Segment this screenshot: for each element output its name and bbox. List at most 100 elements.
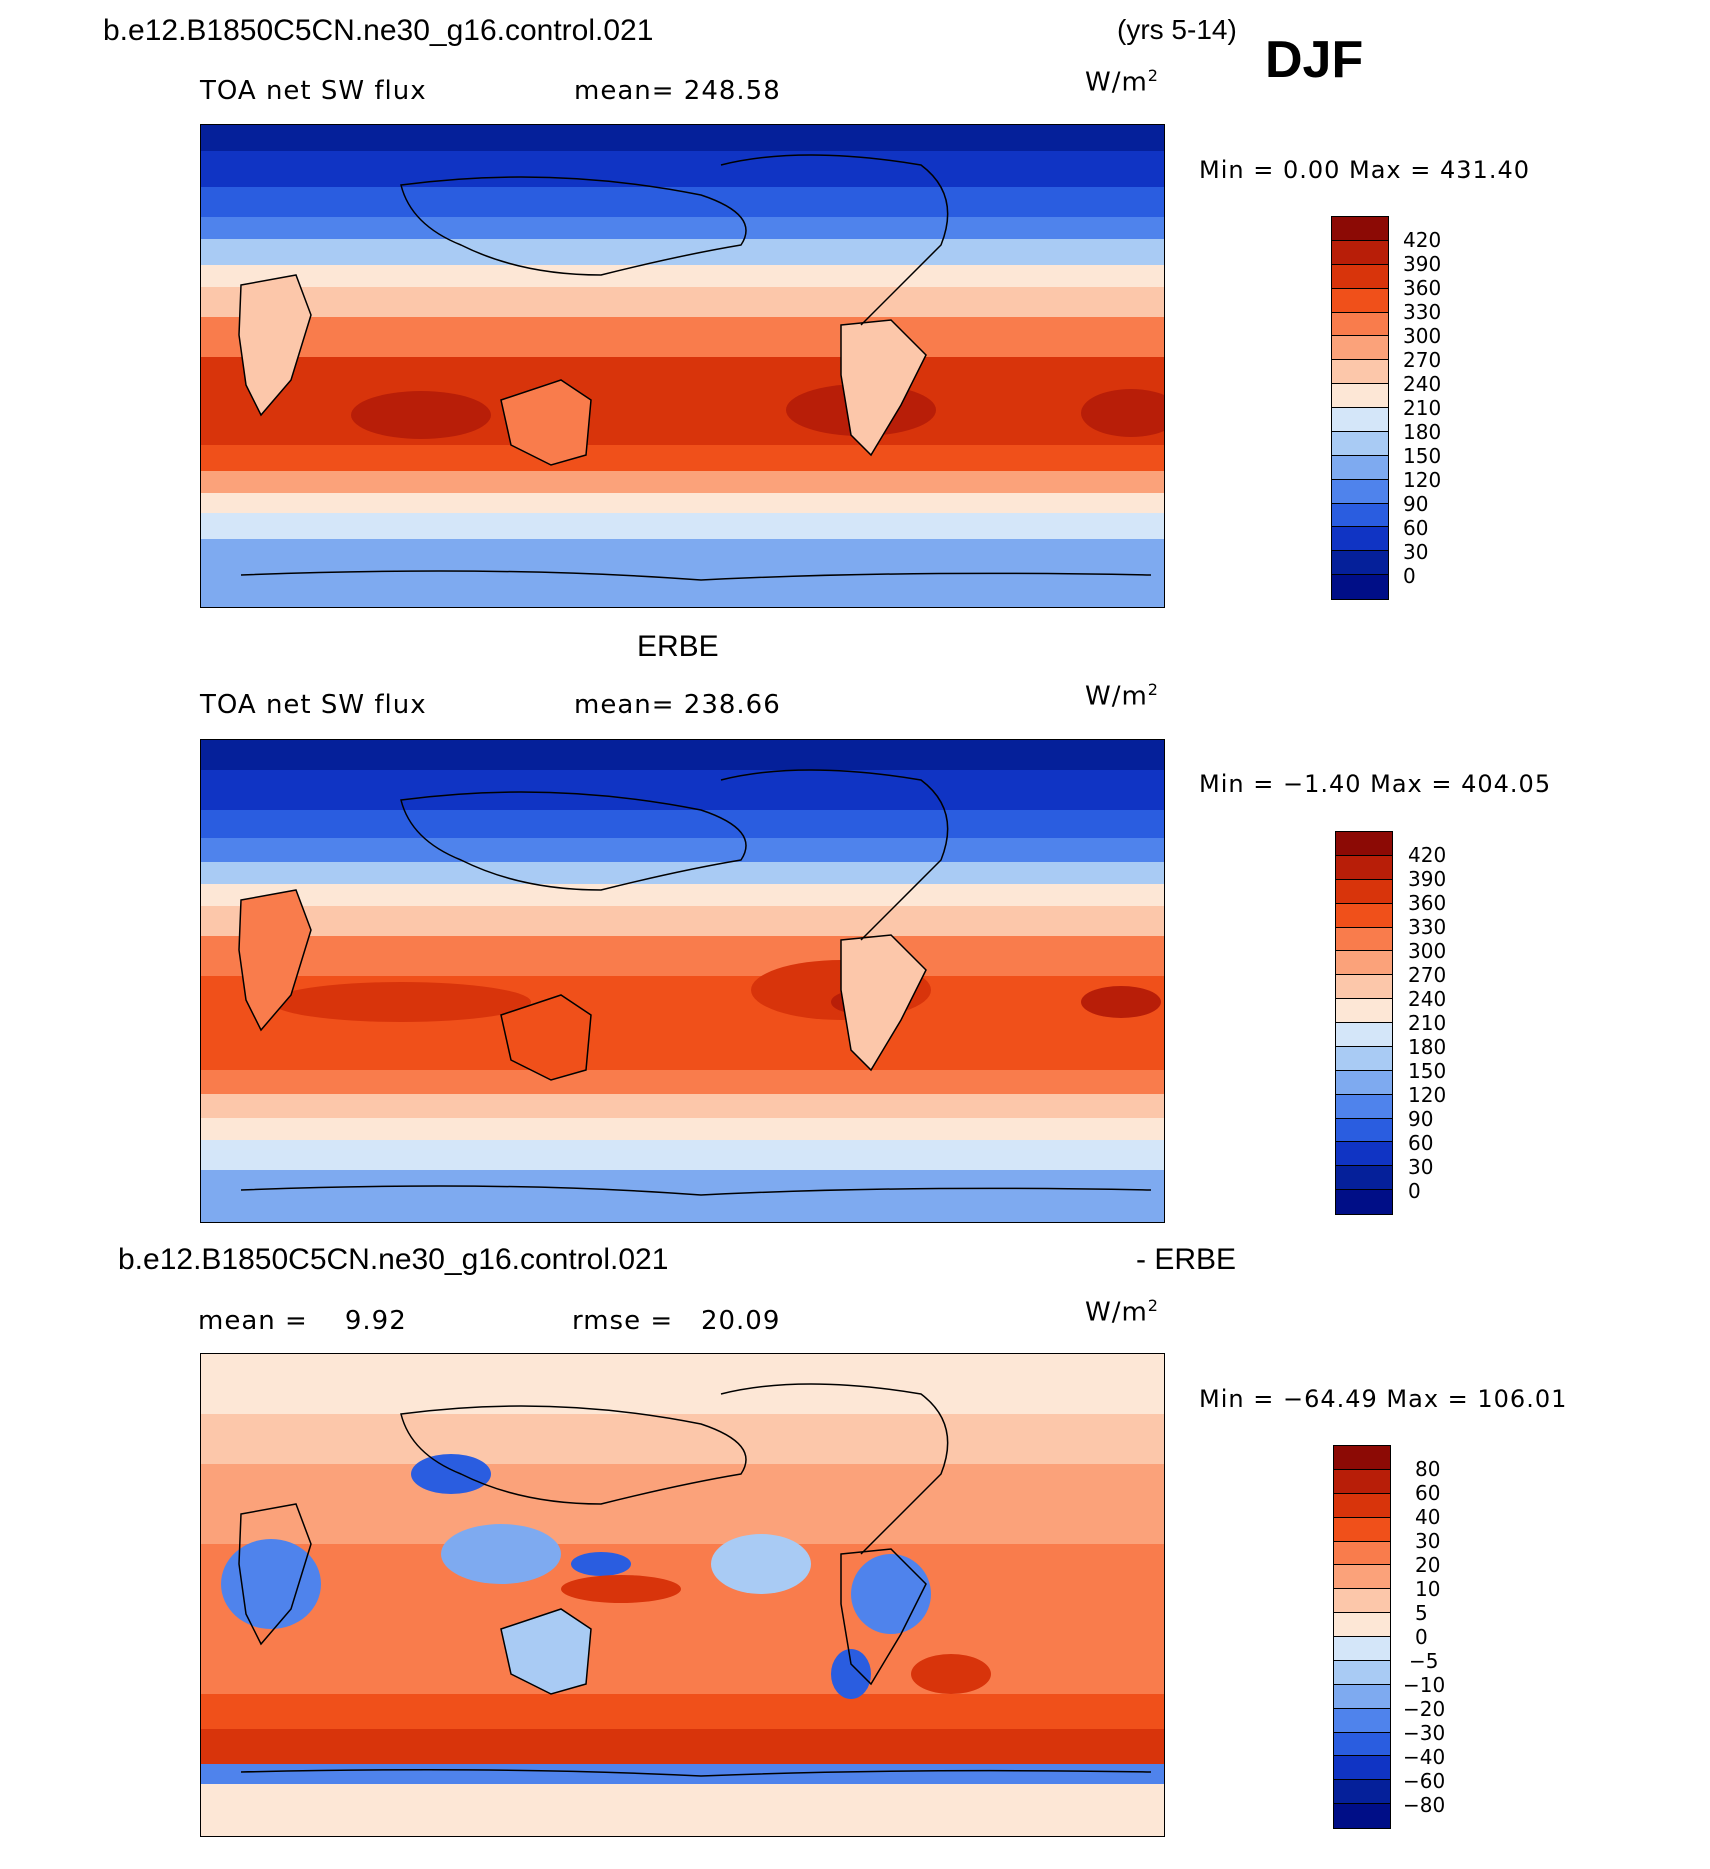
colorbar-tick-label: 300 <box>1408 939 1447 963</box>
colorbar-tick-label: 210 <box>1403 396 1442 420</box>
colorbar-tick-label: 0 <box>1403 564 1416 588</box>
colorbar-tick-label: 150 <box>1408 1059 1447 1083</box>
panel2-variable-label: TOA net SW flux <box>200 690 427 720</box>
panel2-colorbar <box>1335 831 1393 1215</box>
panel1-map <box>200 124 1165 608</box>
colorbar-swatch <box>1336 951 1392 976</box>
colorbar-swatch <box>1336 903 1392 928</box>
colorbar-swatch <box>1332 431 1388 456</box>
colorbar-tick-label: 180 <box>1408 1035 1447 1059</box>
panel3-rmse-label: rmse = 20.09 <box>572 1306 781 1336</box>
colorbar-tick-label: 40 <box>1415 1505 1441 1529</box>
colorbar-tick-label: 360 <box>1403 276 1442 300</box>
colorbar-swatch <box>1336 1190 1392 1214</box>
season-label: DJF <box>1265 31 1364 89</box>
colorbar-swatch <box>1336 832 1392 856</box>
colorbar-swatch <box>1334 1780 1390 1805</box>
colorbar-tick-label: 150 <box>1403 444 1442 468</box>
colorbar-tick-label: 80 <box>1415 1457 1441 1481</box>
panel1-units: W/m2 <box>1085 66 1159 98</box>
colorbar-tick-label: 0 <box>1408 1179 1421 1203</box>
colorbar-swatch <box>1334 1589 1390 1614</box>
colorbar-swatch <box>1332 408 1388 432</box>
colorbar-swatch <box>1332 217 1388 241</box>
colorbar-swatch <box>1336 1094 1392 1119</box>
colorbar-tick-label: 5 <box>1415 1601 1428 1625</box>
colorbar-tick-label: 60 <box>1415 1481 1441 1505</box>
colorbar-tick-label: 10 <box>1415 1577 1441 1601</box>
colorbar-swatch <box>1332 503 1388 528</box>
panel3-map <box>200 1353 1165 1837</box>
colorbar-swatch <box>1334 1493 1390 1518</box>
colorbar-swatch <box>1334 1469 1390 1494</box>
colorbar-tick-label: 60 <box>1408 1131 1434 1155</box>
colorbar-tick-label: 390 <box>1408 867 1447 891</box>
colorbar-swatch <box>1332 336 1388 361</box>
colorbar-swatch <box>1336 855 1392 880</box>
panel1-colorbar <box>1331 216 1389 600</box>
panel3-mean-label: mean = 9.92 <box>198 1306 407 1336</box>
colorbar-swatch <box>1336 1118 1392 1143</box>
colorbar-swatch <box>1336 1070 1392 1095</box>
colorbar-tick-label: 30 <box>1408 1155 1434 1179</box>
colorbar-swatch <box>1334 1541 1390 1566</box>
colorbar-swatch <box>1332 360 1388 385</box>
colorbar-tick-label: 180 <box>1403 420 1442 444</box>
panel1-mean-label: mean= 248.58 <box>574 76 781 106</box>
panel1-variable-label: TOA net SW flux <box>200 76 427 106</box>
colorbar-swatch <box>1332 575 1388 599</box>
colorbar-swatch <box>1334 1613 1390 1637</box>
colorbar-swatch <box>1336 927 1392 952</box>
panel3-subtitle-left: b.e12.B1850C5CN.ne30_g16.control.021 <box>118 1243 669 1276</box>
colorbar-swatch <box>1334 1684 1390 1709</box>
colorbar-swatch <box>1336 1023 1392 1047</box>
colorbar-swatch <box>1334 1637 1390 1661</box>
colorbar-swatch <box>1334 1446 1390 1470</box>
colorbar-tick-label: −80 <box>1403 1793 1446 1817</box>
panel3-minmax: Min = −64.49 Max = 106.01 <box>1199 1385 1568 1413</box>
colorbar-tick-label: 240 <box>1408 987 1447 1011</box>
colorbar-tick-label: −30 <box>1403 1721 1446 1745</box>
colorbar-swatch <box>1332 240 1388 265</box>
colorbar-tick-label: 360 <box>1408 891 1447 915</box>
colorbar-tick-label: 30 <box>1415 1529 1441 1553</box>
colorbar-tick-label: 120 <box>1403 468 1442 492</box>
colorbar-swatch <box>1336 999 1392 1023</box>
colorbar-swatch <box>1332 312 1388 337</box>
colorbar-swatch <box>1332 527 1388 552</box>
colorbar-tick-label: 240 <box>1403 372 1442 396</box>
panel2-mean-label: mean= 238.66 <box>574 690 781 720</box>
colorbar-tick-label: 20 <box>1415 1553 1441 1577</box>
colorbar-swatch <box>1334 1565 1390 1590</box>
colorbar-swatch <box>1334 1756 1390 1781</box>
colorbar-tick-label: −20 <box>1403 1697 1446 1721</box>
colorbar-tick-label: 60 <box>1403 516 1429 540</box>
colorbar-tick-label: −40 <box>1403 1745 1446 1769</box>
years-label: (yrs 5-14) <box>1117 14 1237 45</box>
panel2-map <box>200 739 1165 1223</box>
panel3-colorbar <box>1333 1445 1391 1829</box>
colorbar-tick-label: 270 <box>1408 963 1447 987</box>
colorbar-swatch <box>1336 1046 1392 1071</box>
colorbar-tick-label: 420 <box>1408 843 1447 867</box>
colorbar-tick-label: −10 <box>1403 1673 1446 1697</box>
colorbar-swatch <box>1334 1732 1390 1757</box>
colorbar-swatch <box>1332 479 1388 504</box>
colorbar-tick-label: 120 <box>1408 1083 1447 1107</box>
colorbar-swatch <box>1332 288 1388 313</box>
panel3-units: W/m2 <box>1085 1296 1159 1328</box>
panel2-minmax: Min = −1.40 Max = 404.05 <box>1199 770 1552 798</box>
colorbar-swatch <box>1336 1166 1392 1191</box>
colorbar-tick-label: −5 <box>1409 1649 1439 1673</box>
colorbar-tick-label: 90 <box>1403 492 1429 516</box>
colorbar-tick-label: 330 <box>1408 915 1447 939</box>
colorbar-swatch <box>1334 1708 1390 1733</box>
colorbar-swatch <box>1334 1517 1390 1542</box>
colorbar-tick-label: 210 <box>1408 1011 1447 1035</box>
panel2-subtitle: ERBE <box>637 630 719 663</box>
colorbar-swatch <box>1334 1804 1390 1828</box>
panel2-units: W/m2 <box>1085 680 1159 712</box>
colorbar-tick-label: 270 <box>1403 348 1442 372</box>
colorbar-swatch <box>1332 455 1388 480</box>
colorbar-tick-label: 0 <box>1415 1625 1428 1649</box>
